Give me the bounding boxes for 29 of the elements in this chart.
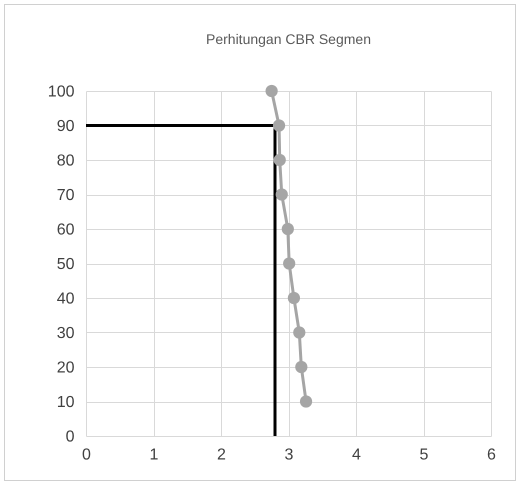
y-tick-label: 50 [56, 256, 75, 273]
chart-title: Perhitungan CBR Segmen [206, 31, 371, 47]
y-tick-label: 40 [56, 290, 75, 308]
x-tick-label: 3 [284, 446, 294, 464]
y-tick-label: 30 [56, 325, 75, 342]
y-tick-label: 0 [66, 428, 75, 446]
y-tick-label: 100 [48, 84, 75, 100]
x-tick-label: 2 [217, 446, 226, 464]
x-tick-label: 1 [150, 446, 159, 464]
y-tick-label: 80 [56, 152, 75, 170]
point [272, 119, 286, 132]
y-tick-label: 20 [56, 360, 75, 376]
y-tick-label: 70 [56, 187, 75, 204]
y-tick-label: 90 [56, 118, 75, 135]
point [288, 292, 300, 304]
point [293, 326, 306, 339]
x-tick-label: 0 [82, 446, 92, 464]
point [283, 257, 296, 270]
x-tick-label: 5 [420, 446, 429, 464]
point [282, 222, 294, 236]
point [276, 188, 288, 201]
y-tick-label: 10 [56, 394, 75, 411]
x-tick-label: 4 [352, 446, 362, 464]
y-tick-label: 60 [56, 222, 75, 238]
point [266, 84, 278, 98]
x-tick-label: 6 [487, 446, 496, 464]
point [300, 395, 312, 408]
point [295, 360, 308, 374]
point [274, 154, 286, 166]
